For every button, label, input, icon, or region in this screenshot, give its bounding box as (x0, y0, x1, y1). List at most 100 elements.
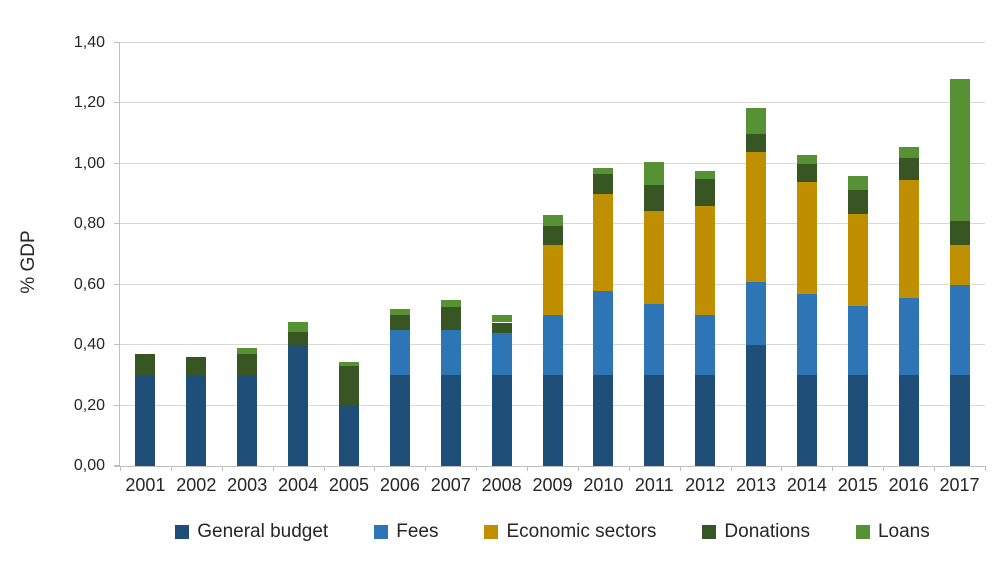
bar-2012-economic-sectors (695, 206, 716, 315)
bar-2002-donations (186, 357, 207, 376)
bar-2004-loans (288, 322, 309, 332)
bar-2015-donations (847, 189, 868, 214)
bar-2011-donations (644, 185, 665, 211)
bar-2015-loans (847, 175, 868, 190)
x-cat-label-2003: 2003 (227, 475, 268, 495)
x-cat-label-2014: 2014 (786, 475, 827, 495)
y-tick-label: 1,20 (73, 94, 105, 112)
bar-2008-fees (491, 333, 512, 376)
bar-2004-general-budget (288, 345, 309, 466)
y-tick-label: 0,00 (73, 457, 105, 474)
y-axis-tick (114, 283, 120, 285)
x-axis-tick (476, 466, 478, 471)
legend-item-fees: Fees (374, 521, 438, 543)
bar-2016-fees (898, 298, 919, 376)
bar-2014-fees (796, 293, 817, 376)
gridline (120, 42, 985, 43)
bar-2012-loans (695, 171, 716, 179)
x-cat-label-2017: 2017 (939, 475, 980, 495)
y-tick-label: 1,40 (73, 34, 105, 51)
y-axis-tick (114, 404, 120, 406)
bar-2006-fees (389, 330, 410, 376)
x-cat-label-2010: 2010 (583, 475, 624, 495)
bar-2009-donations (542, 225, 563, 246)
gridline (120, 102, 985, 104)
bar-2009-economic-sectors (542, 245, 563, 315)
legend-label-fees: Fees (396, 521, 439, 542)
bar-2014-loans (796, 154, 817, 164)
legend-swatch-fees (374, 525, 389, 539)
y-tick-label: 0,20 (73, 396, 105, 414)
bar-2010-fees (593, 290, 614, 376)
x-axis-tick (120, 466, 121, 471)
x-axis-tick (679, 466, 681, 471)
legend-label-general-budget: General budget (197, 521, 329, 542)
bar-2011-fees (644, 304, 665, 376)
x-axis-tick (985, 466, 986, 471)
bar-2015-general-budget (847, 375, 868, 466)
bar-2005-loans (338, 361, 359, 367)
bar-2017-donations (949, 221, 970, 246)
legend-item-economic-sectors: Economic sectors (484, 521, 656, 543)
y-axis-tick (114, 42, 120, 43)
x-axis-tick (883, 466, 885, 471)
bar-2011-economic-sectors (644, 210, 665, 305)
bar-2003-donations (237, 354, 258, 376)
y-axis-tick (114, 344, 120, 346)
x-cat-label-2012: 2012 (685, 475, 726, 495)
x-cat-label-2006: 2006 (379, 475, 420, 495)
bar-2006-loans (389, 308, 410, 315)
bar-2014-donations (796, 163, 817, 182)
x-cat-label-2007: 2007 (430, 475, 471, 495)
bar-2007-general-budget (440, 375, 461, 466)
x-cat-label-2011: 2011 (634, 475, 674, 495)
bar-2015-fees (847, 305, 868, 376)
x-axis-tick (170, 466, 172, 471)
x-axis-line (114, 466, 985, 467)
bar-2013-loans (746, 107, 767, 134)
bar-2001-general-budget (135, 375, 156, 466)
legend-item-donations: Donations (702, 521, 810, 543)
y-tick-label: 0,60 (73, 275, 105, 293)
bar-2012-donations (695, 178, 716, 207)
bar-2010-general-budget (593, 375, 614, 466)
bar-2010-loans (593, 168, 614, 175)
bar-2013-general-budget (746, 345, 767, 466)
x-cat-label-2008: 2008 (481, 475, 522, 495)
x-cat-label-2004: 2004 (278, 475, 319, 495)
y-axis-title: % GDP (18, 230, 39, 294)
x-cat-label-2002: 2002 (176, 475, 217, 495)
bar-2010-economic-sectors (593, 194, 614, 291)
bar-2005-donations (338, 366, 359, 406)
bar-2013-fees (746, 281, 767, 346)
bar-2007-loans (440, 299, 461, 308)
x-axis-tick (781, 466, 783, 471)
bar-2017-economic-sectors (949, 245, 970, 285)
bar-2003-general-budget (237, 375, 258, 466)
bar-2009-fees (542, 314, 563, 376)
y-axis-tick (114, 465, 120, 466)
y-tick-label: 0,40 (73, 336, 105, 354)
bar-2014-economic-sectors (796, 182, 817, 294)
y-axis-tick (114, 223, 120, 225)
bar-2012-general-budget (695, 375, 716, 466)
x-axis-tick (832, 466, 834, 471)
x-cat-label-2015: 2015 (837, 475, 878, 495)
x-axis-tick (272, 466, 274, 471)
bar-2008-general-budget (491, 375, 512, 466)
bar-2017-fees (949, 284, 970, 376)
legend-swatch-donations (702, 525, 717, 539)
x-cat-label-2009: 2009 (532, 475, 573, 495)
x-axis-tick (628, 466, 630, 471)
bar-2016-loans (898, 147, 919, 158)
bar-2008-loans (491, 314, 512, 323)
bar-2013-economic-sectors (746, 151, 767, 282)
x-axis-tick (221, 466, 223, 471)
bar-2003-loans (237, 348, 258, 355)
bar-2005-general-budget (338, 405, 359, 466)
y-axis-tick (114, 162, 120, 164)
x-axis-tick (730, 466, 732, 471)
x-axis-tick (527, 466, 529, 471)
y-axis-tick (114, 102, 120, 104)
